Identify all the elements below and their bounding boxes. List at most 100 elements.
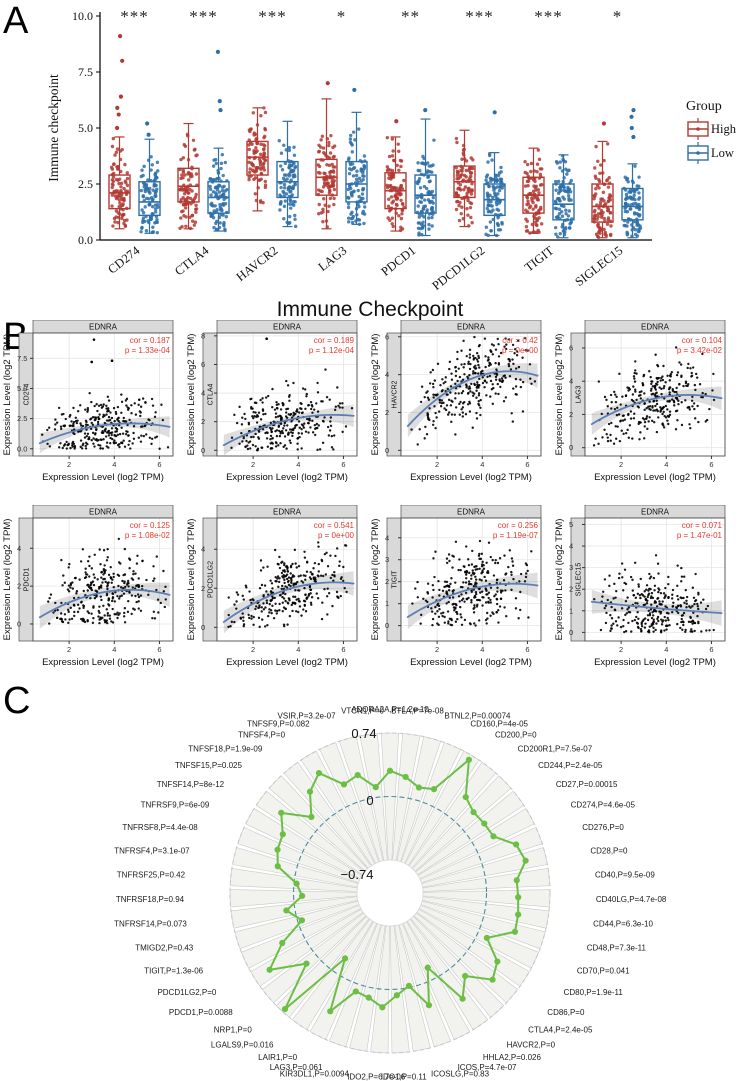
b-x-tick: 6 — [157, 460, 161, 469]
a-group-Low-SIGLEC15 — [621, 107, 644, 239]
c-point — [279, 831, 286, 838]
c-point — [462, 793, 469, 801]
b-p-label: p = 0e+00 — [502, 346, 539, 355]
c-point — [327, 1008, 334, 1015]
b-y-tick: 3 — [385, 555, 389, 564]
a-x-tick: SIGLEC15 — [572, 243, 625, 289]
a-legend-label: High — [711, 122, 737, 136]
a-y-axis-title: Immune checkpoint — [46, 74, 61, 182]
c-point — [266, 966, 273, 973]
c-point — [279, 939, 286, 947]
c-rtick-zero: 0 — [366, 793, 373, 808]
b-gene-strip: PDCD1LG2 — [208, 561, 215, 598]
c-gene-label: IDO1,P=0.11 — [381, 1073, 427, 1081]
c-gene-label: TMIGD2,P=0.43 — [135, 944, 194, 953]
c-point — [379, 1004, 386, 1011]
b-gene-strip: HAVCR2 — [392, 380, 399, 408]
a-group-Low-CTLA4 — [207, 49, 230, 233]
c-gene-label: VTCN1,P=0 — [341, 707, 384, 716]
b-y-tick: 6 — [569, 343, 573, 352]
panel-b-title: Immune Checkpoint — [276, 298, 464, 321]
c-point — [522, 857, 529, 864]
c-point — [465, 756, 473, 763]
a-significance: *** — [258, 7, 287, 26]
b-y-axis-title: Expression Level (log2 TPM) — [186, 519, 197, 641]
b-y-tick: 8 — [201, 331, 205, 340]
b-x-axis-title: Expression Level (log2 TPM) — [594, 472, 716, 483]
c-gene-label: CD160,P=4e-05 — [470, 720, 528, 729]
b-x-tick: 2 — [251, 460, 255, 469]
a-x-tick: PDCD1LG2 — [429, 243, 487, 293]
c-gene-label: LGALS9,P=0.016 — [211, 1041, 274, 1050]
b-y-axis-title: Expression Level (log2 TPM) — [2, 519, 13, 641]
b-y-tick: 0 — [385, 621, 389, 630]
c-point — [459, 995, 466, 1002]
b-points — [227, 541, 348, 629]
b-y-tick: 7.5 — [17, 354, 27, 363]
c-gene-label: CD40,P=9.5e-09 — [595, 871, 655, 880]
b-x-tick: 4 — [296, 645, 300, 654]
b-p-label: p = 0e+00 — [318, 531, 355, 540]
b-x-tick: 2 — [251, 645, 255, 654]
c-gene-label: ICOS,P=4.7e-07 — [458, 1063, 517, 1072]
b-x-tick: 6 — [525, 460, 529, 469]
a-group-High-CTLA4 — [177, 122, 200, 231]
a-x-tick: PDCD1 — [379, 243, 419, 278]
b-y-tick: 2 — [569, 585, 573, 594]
c-point — [513, 877, 520, 884]
b-cor-label: cor = 0.187 — [130, 336, 171, 345]
a-y-tick: 10.0 — [72, 9, 93, 23]
c-gene-label: CD200,P=0 — [495, 731, 537, 740]
a-significance: *** — [120, 7, 149, 26]
c-gene-label: IDO2,P=6.7e-06 — [347, 1073, 406, 1081]
b-facet-strip: EDNRA — [273, 323, 302, 332]
c-gene-label: TNFRSF14,P=0.073 — [114, 920, 187, 929]
b-y-tick: 4 — [385, 370, 389, 379]
c-point — [489, 976, 496, 983]
c-point — [281, 1006, 289, 1013]
c-point — [490, 833, 497, 840]
b-x-tick: 6 — [341, 460, 345, 469]
b-x-axis-title: Expression Level (log2 TPM) — [42, 472, 164, 483]
c-point — [299, 892, 306, 900]
b-y-tick: 2 — [201, 584, 205, 593]
b-x-tick: 2 — [435, 645, 439, 654]
a-y-tick: 0.0 — [78, 233, 93, 247]
b-x-tick: 6 — [157, 645, 161, 654]
a-group-High-TIGIT — [522, 147, 545, 235]
b-x-axis-title: Expression Level (log2 TPM) — [410, 657, 532, 668]
c-point — [424, 964, 431, 971]
c-point — [315, 769, 323, 777]
a-group-High-HAVCR2 — [246, 106, 269, 212]
c-gene-label: TNFRSF8,P=4.4e-08 — [122, 823, 198, 832]
c-gene-label: ICOSLG,P=0.83 — [431, 1069, 490, 1078]
b-x-tick: 2 — [619, 645, 623, 654]
b-y-tick: 2.5 — [17, 414, 27, 423]
c-point — [512, 841, 520, 848]
b-x-tick: 4 — [296, 460, 300, 469]
c-gene-label: BTNL2,P=0.00074 — [444, 712, 511, 721]
a-x-tick: HAVCR2 — [234, 243, 281, 284]
c-point — [298, 917, 306, 924]
a-x-tick: LAG3 — [316, 243, 350, 274]
a-group-High-PDCD1 — [384, 119, 407, 233]
b-cor-label: cor = 0.189 — [314, 336, 355, 345]
b-y-axis-title: Expression Level (log2 TPM) — [2, 334, 13, 456]
b-p-label: p = 3.42e-02 — [677, 346, 723, 355]
b-y-tick: 0 — [17, 619, 21, 628]
b-points — [230, 337, 354, 452]
c-gene-label: TNFSF14,P=8e-12 — [157, 780, 225, 789]
a-x-tick: TIGIT — [522, 243, 557, 274]
c-point — [405, 982, 412, 989]
c-gene-label: CTLA4,P=2.4e-05 — [528, 1025, 593, 1034]
c-point — [306, 788, 314, 795]
b-x-tick: 6 — [341, 645, 345, 654]
c-gene-label: HAVCR2,P=0 — [507, 1041, 556, 1050]
b-y-tick: 0 — [385, 446, 389, 455]
b-cor-label: cor = 0.125 — [130, 521, 171, 530]
a-y-tick: 2.5 — [78, 177, 93, 191]
b-y-tick: 6 — [385, 332, 389, 341]
b-y-tick: 4 — [385, 533, 389, 542]
